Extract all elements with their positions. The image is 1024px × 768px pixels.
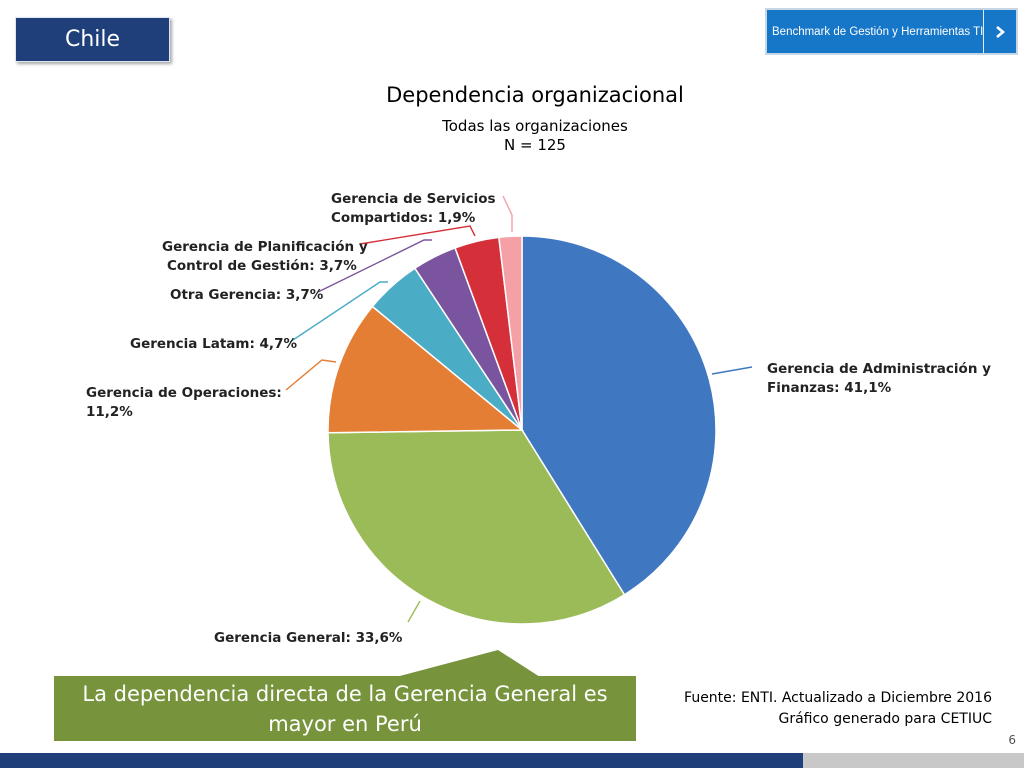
chevron-right-icon	[984, 25, 1016, 39]
chart-subtitle-line: Todas las organizaciones	[441, 117, 628, 135]
button-divider	[983, 10, 985, 53]
chart-title: Dependencia organizacional	[386, 83, 684, 107]
label-planificacion: Gerencia de Planificación y	[162, 239, 368, 255]
benchmark-button-label: Benchmark de Gestión y Herramientas TI	[772, 25, 984, 38]
callout-box: La dependencia directa de la Gerencia Ge…	[54, 676, 636, 741]
label-planificacion: Control de Gestión: 3,7%	[167, 258, 357, 274]
label-servicios-compartidos: Gerencia de Servicios	[331, 191, 496, 207]
slice-operaciones	[327, 305, 525, 434]
label-admin-finanzas: Gerencia de Administración y	[767, 361, 991, 377]
benchmark-button[interactable]: Benchmark de Gestión y Herramientas TI	[765, 8, 1018, 55]
source-line-2: Gráfico generado para CETIUC	[778, 711, 992, 727]
page-number: 6	[1008, 733, 1016, 747]
footer-bar	[0, 753, 803, 768]
slice-admin-finanzas	[521, 235, 717, 596]
footer-bar-accent	[803, 753, 1024, 768]
label-admin-finanzas: Finanzas: 41,1%	[767, 380, 892, 396]
label-latam: Gerencia Latam: 4,7%	[130, 336, 297, 352]
leader-line	[359, 225, 476, 245]
label-servicios-compartidos: Compartidos: 1,9%	[331, 210, 476, 226]
leader-line	[289, 281, 388, 343]
leader-line	[317, 239, 432, 293]
callout-text: La dependencia directa de la Gerencia Ge…	[82, 681, 608, 736]
label-otra-gerencia: Otra Gerencia: 3,7%	[170, 287, 324, 303]
slice-servicios-compartidos	[498, 235, 523, 431]
leader-line	[285, 359, 337, 391]
label-gerencia-general: Gerencia General: 33,6%	[214, 630, 403, 646]
source-note: Fuente: ENTI. Actualizado a Diciembre 20…	[684, 688, 992, 730]
leader-line	[711, 366, 753, 375]
slice-gerencia-general	[327, 429, 626, 625]
chart-subtitle-line: N = 125	[504, 136, 566, 154]
country-tag: Chile	[15, 17, 170, 62]
leader-line	[502, 195, 513, 232]
label-operaciones: Gerencia de Operaciones:	[86, 385, 282, 401]
country-label: Chile	[64, 27, 121, 52]
leader-line	[407, 600, 421, 623]
label-operaciones: 11,2%	[86, 404, 133, 420]
source-line-1: Fuente: ENTI. Actualizado a Diciembre 20…	[684, 690, 992, 706]
